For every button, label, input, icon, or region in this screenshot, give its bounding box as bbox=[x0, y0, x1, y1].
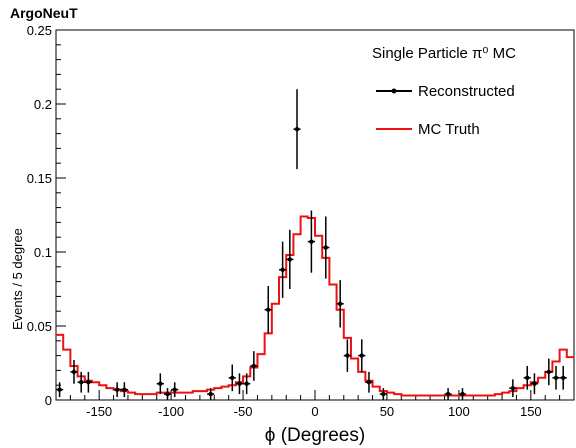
data-marker bbox=[460, 391, 465, 397]
data-marker bbox=[294, 126, 300, 132]
data-marker bbox=[244, 381, 249, 386]
data-marker bbox=[309, 239, 314, 244]
data-marker bbox=[532, 381, 537, 386]
data-marker bbox=[381, 391, 386, 397]
reconstructed-point bbox=[358, 339, 366, 372]
data-marker bbox=[208, 391, 213, 397]
data-marker bbox=[78, 380, 84, 385]
reconstructed-point bbox=[171, 382, 179, 398]
data-marker bbox=[165, 391, 170, 397]
y-axis: 0 0.05 0.1 0.15 0.2 0.25 bbox=[27, 23, 66, 408]
chart-header: ArgoNeuT bbox=[10, 5, 78, 21]
data-marker bbox=[122, 387, 127, 392]
data-marker bbox=[287, 257, 293, 262]
legend: Single Particle π⁰ MC Reconstructed MC T… bbox=[372, 45, 516, 138]
data-marker bbox=[86, 380, 91, 385]
reconstructed-point bbox=[228, 364, 236, 392]
y-tick-label: 0.15 bbox=[27, 171, 52, 186]
reconstructed-point bbox=[509, 379, 517, 398]
reconstructed-point bbox=[56, 382, 64, 398]
data-marker bbox=[266, 307, 271, 312]
x-axis: -150 -100 -50 0 50 100 150 bbox=[69, 390, 561, 419]
y-tick-label: 0.25 bbox=[27, 23, 52, 38]
reconstructed-point bbox=[523, 365, 531, 390]
x-tick-label: 0 bbox=[311, 404, 318, 419]
reconstructed-point bbox=[530, 373, 539, 395]
x-tick-label: -100 bbox=[158, 404, 184, 419]
reconstructed-point bbox=[379, 388, 387, 400]
reconstructed-point bbox=[156, 373, 164, 395]
y-tick-label: 0.1 bbox=[34, 245, 52, 260]
reconstructed-point bbox=[113, 382, 121, 398]
data-marker bbox=[114, 387, 120, 392]
data-marker bbox=[345, 353, 350, 358]
reconstructed-point bbox=[322, 216, 330, 279]
data-marker bbox=[280, 267, 285, 272]
reconstructed-point bbox=[264, 286, 272, 334]
reconstructed-point bbox=[207, 388, 215, 400]
data-marker bbox=[172, 387, 177, 392]
y-tick-label: 0.2 bbox=[34, 97, 52, 112]
data-marker bbox=[546, 369, 552, 375]
data-marker bbox=[337, 301, 343, 306]
y-tick-label: 0 bbox=[45, 393, 52, 408]
reconstructed-series bbox=[56, 89, 567, 400]
x-axis-label: ϕ (Degrees) bbox=[265, 425, 365, 446]
reconstructed-point bbox=[243, 373, 251, 395]
reconstructed-point bbox=[77, 371, 85, 393]
reconstructed-point bbox=[250, 351, 258, 381]
mc-truth-series bbox=[56, 215, 574, 397]
x-tick-label: 50 bbox=[380, 404, 394, 419]
reconstructed-point bbox=[84, 371, 92, 393]
data-marker bbox=[445, 391, 451, 397]
reconstructed-point bbox=[70, 360, 78, 384]
x-tick-label: -150 bbox=[86, 404, 112, 419]
reconstructed-point bbox=[343, 339, 351, 372]
y-tick-label: 0.05 bbox=[27, 319, 52, 334]
x-tick-label: 100 bbox=[448, 404, 470, 419]
data-marker bbox=[251, 363, 257, 369]
data-marker bbox=[323, 245, 328, 250]
data-marker bbox=[158, 381, 163, 386]
reconstructed-point bbox=[559, 365, 567, 390]
reconstructed-point bbox=[163, 388, 172, 400]
data-marker bbox=[366, 380, 372, 385]
legend-mc-truth-label: MC Truth bbox=[418, 121, 480, 138]
legend-reconstructed-marker bbox=[391, 88, 397, 94]
data-marker bbox=[71, 369, 77, 375]
x-tick-label: 150 bbox=[520, 404, 542, 419]
data-marker bbox=[525, 375, 530, 380]
data-marker bbox=[57, 387, 62, 392]
data-marker bbox=[553, 375, 559, 380]
reconstructed-point bbox=[336, 280, 344, 328]
mc-truth-step-line bbox=[56, 215, 574, 397]
legend-reconstructed-label: Reconstructed bbox=[418, 83, 515, 100]
data-marker bbox=[237, 381, 242, 386]
x-tick-label: -50 bbox=[234, 404, 253, 419]
y-axis-label: Events / 5 degree bbox=[10, 228, 25, 330]
reconstructed-point bbox=[444, 388, 452, 400]
reconstructed-point bbox=[307, 210, 315, 273]
reconstructed-point bbox=[286, 229, 294, 289]
reconstructed-point bbox=[293, 89, 301, 170]
data-marker bbox=[230, 375, 235, 380]
reconstructed-point bbox=[279, 241, 287, 298]
reconstructed-point bbox=[120, 382, 128, 398]
data-marker bbox=[359, 353, 364, 358]
reconstructed-point bbox=[458, 388, 467, 400]
reconstructed-point bbox=[545, 358, 553, 386]
data-marker bbox=[510, 385, 516, 391]
reconstructed-point bbox=[552, 365, 560, 390]
reconstructed-point bbox=[365, 371, 373, 393]
data-marker bbox=[561, 375, 566, 380]
legend-title: Single Particle π⁰ MC bbox=[372, 45, 516, 62]
reconstructed-point bbox=[235, 373, 244, 395]
